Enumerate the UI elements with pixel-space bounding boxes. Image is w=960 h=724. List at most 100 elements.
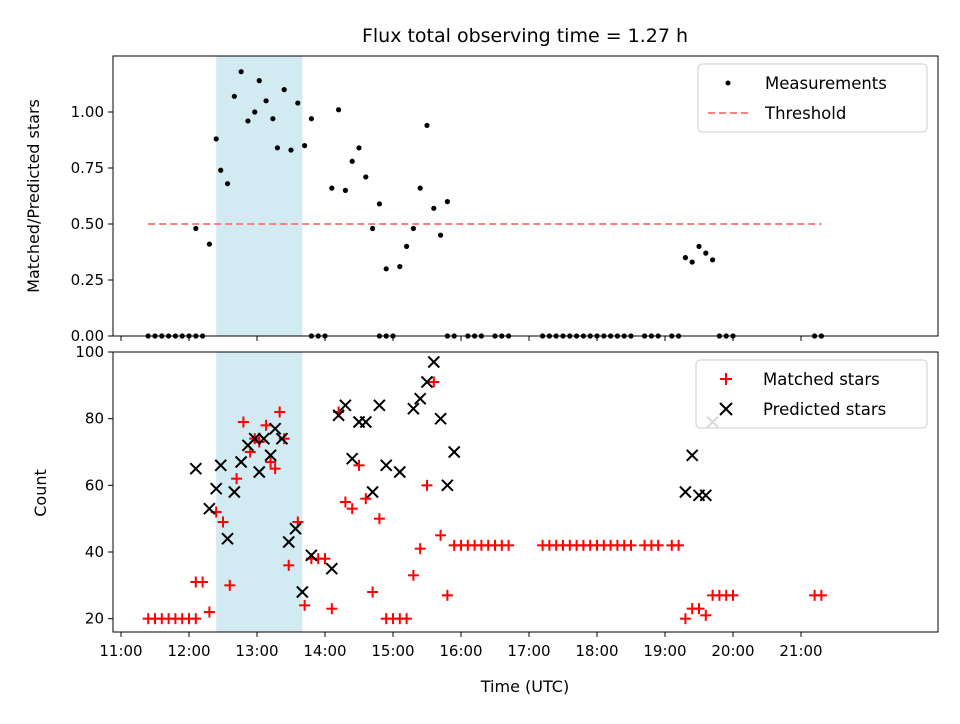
measurement-point [256,78,262,84]
predicted-star-b [393,465,407,479]
top-y-tick-label: 0.00 [71,327,104,345]
x-axis-label: Time (UTC) [480,677,569,696]
bottom-y-tick-label: 40 [85,543,104,561]
predicted-star-b [339,399,352,412]
predicted-star-point [366,485,379,499]
legend-predicted-label: Predicted stars [763,400,886,419]
predicted-star-b [359,415,373,429]
matched-star-point [353,459,365,471]
matched-star-point [283,559,295,571]
predicted-star-b [296,585,309,599]
matched-star-point [319,553,331,565]
predicted-star-b [275,432,289,445]
x-tick-label: 12:00 [167,642,210,660]
predicted-star-b [234,455,248,469]
predicted-star-point [339,399,352,412]
top-y-tick-label: 0.75 [71,159,104,177]
predicted-star-point [209,482,223,495]
predicted-star-b [268,422,282,435]
x-tick-label: 11:00 [99,642,142,660]
predicted-star-point [228,485,241,499]
predicted-star-point [305,549,318,562]
measurement-point [231,93,237,99]
predicted-star-b [345,452,359,465]
matched-star-point [435,529,447,541]
x-tick-label: 15:00 [371,642,414,660]
matched-star-point [367,586,379,598]
predicted-star-b [305,549,318,562]
x-tick-label: 18:00 [575,642,618,660]
legend-measurements-marker [725,80,731,86]
measurement-point [252,109,258,115]
measurement-point [206,241,212,247]
matched-star-point [299,599,311,611]
predicted-star-point [699,489,713,502]
matched-star-point [727,589,739,601]
measurement-point [193,225,199,232]
x-tick-label: 13:00 [235,642,278,660]
matched-star-point [421,479,433,491]
top-y-ticks: 0.00 0.25 0.50 0.75 1.00 [71,103,113,345]
top-y-tick-label: 0.50 [71,215,104,233]
predicted-star-b [189,462,203,475]
predicted-star-point [420,375,434,389]
predicted-star-b [289,522,302,535]
matched-star-point [274,406,286,418]
x-tick-label: 20:00 [711,642,754,660]
measurement-point [288,147,294,153]
predicted-star-point [296,585,309,599]
predicted-star-b [366,485,379,499]
top-panel: 0.00 0.25 0.50 0.75 1.00 Matched/Predicted s… [24,55,939,345]
legend-threshold-label: Threshold [764,104,846,123]
matched-star-point [260,419,272,431]
top-y-tick-label: 1.00 [71,103,104,121]
measurement-point [689,259,695,265]
matched-star-point [652,539,664,551]
top-y-axis-label: Matched/Predicted stars [24,99,43,293]
matched-star-point [625,539,637,551]
predicted-star-b [282,535,295,549]
matched-star-point [326,603,338,615]
predicted-star-point [345,452,359,465]
bottom-y-tick-label: 60 [85,476,104,494]
predicted-star-point [427,355,441,369]
predicted-star-b [373,399,386,412]
predicted-star-point [685,449,699,462]
matched-star-point [503,539,515,551]
measurement-point [336,107,342,113]
predicted-star-point [393,465,407,479]
predicted-star-point [379,459,393,472]
measurement-point [308,116,314,122]
predicted-star-b [203,502,216,515]
matched-star-point [231,473,243,485]
matched-star-point [373,513,385,525]
predicted-star-point [257,432,271,445]
predicted-star-b [413,392,427,405]
legend-measurements-label: Measurements [765,74,887,93]
predicted-star-b [420,375,434,389]
predicted-star-point [234,455,248,469]
predicted-star-point [332,409,345,422]
matched-star-point [224,579,236,591]
matched-star-point [414,543,426,555]
bottom-axes-frame [112,351,939,633]
predicted-star-point [325,562,339,575]
matched-star-point [673,539,685,551]
predicted-star-point [447,445,461,459]
matched-star-point [265,456,277,468]
matched-star-point [441,589,453,601]
predicted-star-point [214,459,227,472]
predicted-star-point [221,532,234,545]
predicted-star-point [275,432,289,445]
predicted-star-b [379,459,393,472]
x-tick-label: 21:00 [779,642,822,660]
bottom-marks [142,355,827,625]
predicted-star-b [427,355,441,369]
measurement-point [370,225,376,232]
measurement-point [349,158,355,164]
measurement-point [444,199,450,205]
measurement-point [703,250,709,256]
bottom-y-tick-label: 20 [85,610,104,628]
bottom-y-tick-label: 80 [85,410,104,428]
predicted-star-point [373,399,386,412]
